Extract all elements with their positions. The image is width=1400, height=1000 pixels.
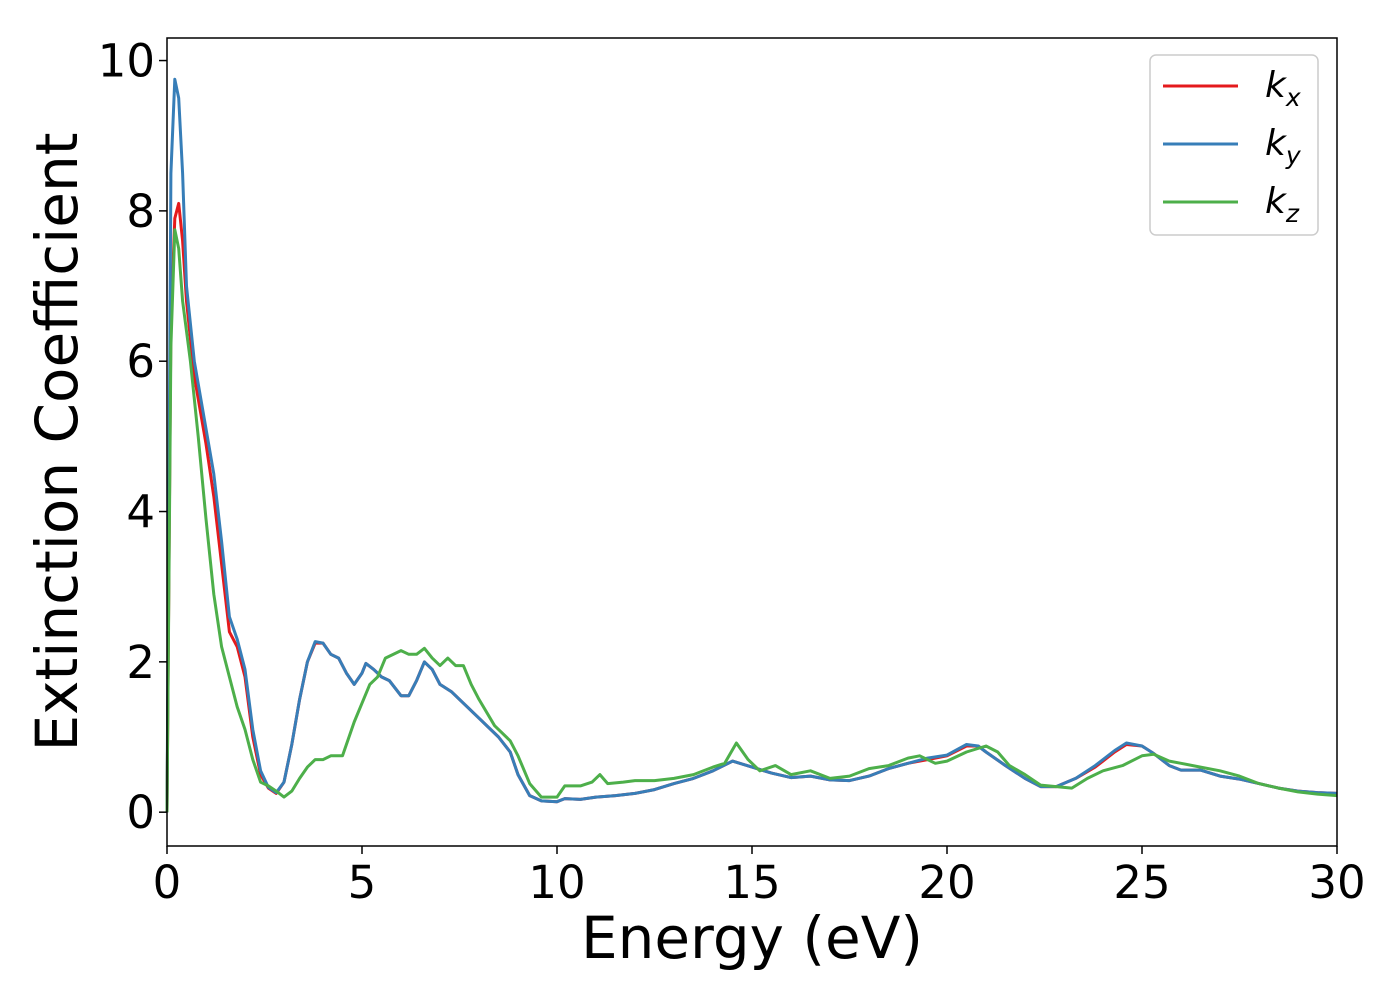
- y-tick-label: 10: [98, 35, 155, 88]
- y-axis-title: Extinction Coefficient: [23, 133, 91, 752]
- legend-label-x: kx: [1265, 65, 1301, 112]
- x-tick-label: 25: [1113, 856, 1170, 909]
- legend-subscript: x: [1285, 83, 1301, 112]
- y-tick-label: 4: [126, 486, 155, 539]
- x-tick-label: 15: [723, 856, 780, 909]
- y-tick-label: 2: [126, 636, 155, 689]
- series-line-z: [165, 228, 1338, 813]
- legend-subscript: y: [1285, 141, 1302, 170]
- series-lines: [165, 77, 1338, 813]
- y-tick-label: 0: [126, 786, 155, 839]
- legend-subscript: z: [1285, 199, 1300, 228]
- x-tick-label: 0: [153, 856, 182, 909]
- x-tick-label: 20: [918, 856, 975, 909]
- y-tick-label: 8: [126, 185, 155, 238]
- axis-ticks: 0 5 10 15 20 25 30 0 2 4 6 8 10: [98, 35, 1366, 909]
- x-tick-label: 5: [348, 856, 377, 909]
- x-tick-label: 30: [1308, 856, 1365, 909]
- x-tick-label: 10: [528, 856, 585, 909]
- series-line-x: [165, 201, 1338, 813]
- y-tick-label: 6: [126, 335, 155, 388]
- x-axis-title: Energy (eV): [581, 904, 923, 972]
